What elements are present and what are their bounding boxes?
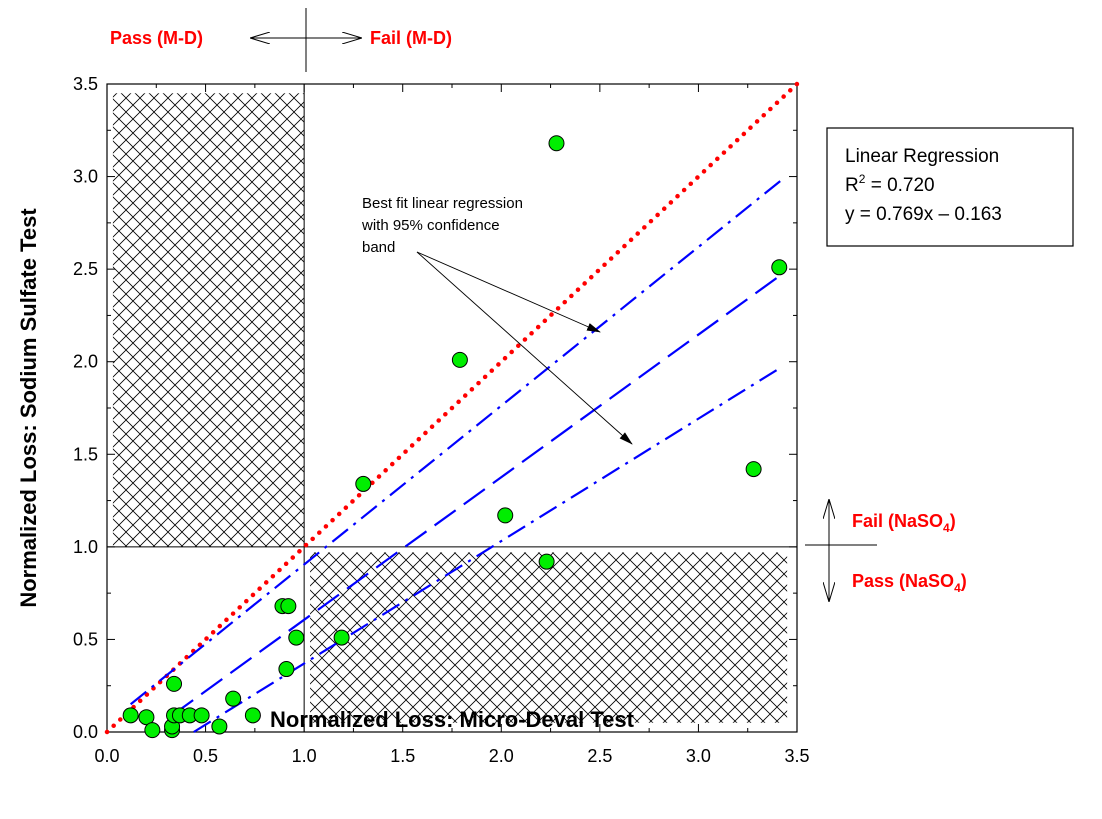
pass-naso4-close: )	[961, 571, 967, 591]
data-point-11	[212, 719, 227, 734]
x-tick-label: 2.5	[587, 746, 612, 766]
y-tick-labels: 0.0 0.5 1.0 1.5 2.0 2.5 3.0 3.5	[73, 74, 98, 742]
data-point-21	[498, 508, 513, 523]
fail-md-label: Fail (M-D)	[370, 28, 452, 48]
x-tick-label: 0.0	[94, 746, 119, 766]
data-point-16	[279, 662, 294, 677]
data-point-23	[549, 136, 564, 151]
x-tick-label: 0.5	[193, 746, 218, 766]
x-tick-label: 2.0	[489, 746, 514, 766]
data-point-18	[334, 630, 349, 645]
data-point-3	[145, 723, 160, 738]
data-point-13	[245, 708, 260, 723]
y-tick-label: 1.0	[73, 537, 98, 557]
annotation-arrow-lower	[417, 252, 632, 444]
fail-naso4-close: )	[950, 511, 956, 531]
annotation-line-1: Best fit linear regression	[362, 195, 523, 212]
data-point-1	[123, 708, 138, 723]
data-point-24	[746, 462, 761, 477]
y-tick-label: 0.0	[73, 722, 98, 742]
data-point-17	[289, 630, 304, 645]
y-axis-title: Normalized Loss: Sodium Sulfate Test	[16, 208, 41, 608]
x-tick-label: 1.5	[390, 746, 415, 766]
hatched-region-1	[113, 93, 304, 547]
regression-info-box: Linear Regression R2 = 0.720 y = 0.769x …	[827, 128, 1073, 246]
r2-label: R	[845, 175, 859, 196]
fail-naso4-text: Fail (NaSO	[852, 511, 943, 531]
y-tick-label: 3.0	[73, 167, 98, 187]
hatched-region-2	[310, 552, 787, 722]
pass-md-label: Pass (M-D)	[110, 28, 203, 48]
y-tick-label: 2.0	[73, 352, 98, 372]
pass-naso4-text: Pass (NaSO	[852, 571, 954, 591]
data-point-22	[539, 554, 554, 569]
naso4-indicator: Fail (NaSO4) Pass (NaSO4)	[805, 500, 967, 601]
y-tick-label: 2.5	[73, 259, 98, 279]
r2-value: = 0.720	[865, 175, 934, 196]
regression-r-squared: R2 = 0.720	[845, 172, 935, 196]
x-axis-title: Normalized Loss: Micro-Deval Test	[270, 707, 635, 732]
annotation-line-2: with 95% confidence	[361, 217, 500, 234]
md-indicator: Pass (M-D) Fail (M-D)	[110, 8, 452, 72]
data-point-20	[452, 352, 467, 367]
x-tick-label: 3.0	[686, 746, 711, 766]
x-tick-label: 3.5	[784, 746, 809, 766]
data-point-10	[194, 708, 209, 723]
pass-naso4-label: Pass (NaSO4)	[852, 571, 967, 595]
regression-box-title: Linear Regression	[845, 146, 999, 167]
data-point-12	[226, 691, 241, 706]
y-tick-label: 1.5	[73, 444, 98, 464]
data-point-19	[356, 476, 371, 491]
data-point-6	[167, 676, 182, 691]
annotation-arrow-upper	[417, 252, 600, 332]
data-point-15	[281, 599, 296, 614]
data-point-25	[772, 260, 787, 275]
x-tick-label: 1.0	[292, 746, 317, 766]
annotation-arrows	[417, 252, 632, 444]
annotation-line-3: band	[362, 239, 395, 256]
x-tick-labels: 0.0 0.5 1.0 1.5 2.0 2.5 3.0 3.5	[94, 746, 809, 766]
y-tick-label: 3.5	[73, 74, 98, 94]
fail-naso4-label: Fail (NaSO4)	[852, 511, 956, 535]
y-tick-label: 0.5	[73, 629, 98, 649]
regression-equation: y = 0.769x – 0.163	[845, 204, 1002, 225]
